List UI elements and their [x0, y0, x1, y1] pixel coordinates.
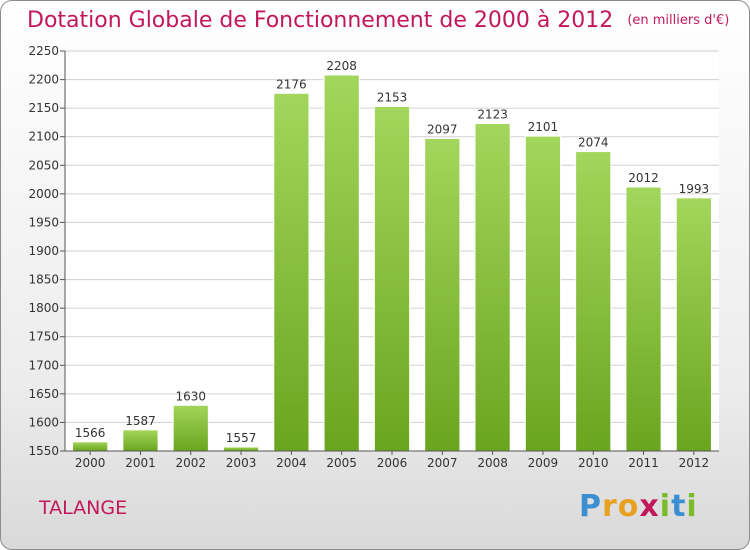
data-label-2004: 2176 — [276, 77, 307, 91]
x-tick-label-2004: 2004 — [276, 456, 307, 470]
x-tick-label-2010: 2010 — [578, 456, 609, 470]
bar-2007 — [424, 137, 461, 452]
x-tick-label-2008: 2008 — [477, 456, 508, 470]
y-tick-label: 1800 — [28, 301, 59, 315]
y-tick-label: 2150 — [28, 101, 59, 115]
logo-letter: i — [659, 489, 672, 524]
y-tick-label: 1750 — [28, 330, 59, 344]
bar-2008 — [474, 123, 511, 452]
logo-letter: P — [579, 489, 602, 524]
bar-2004 — [273, 92, 310, 452]
bar-2010 — [575, 151, 612, 452]
data-label-2009: 2101 — [528, 120, 559, 134]
y-tick-label: 1850 — [28, 273, 59, 287]
data-label-2010: 2074 — [578, 136, 609, 150]
bar-2001 — [122, 429, 159, 452]
y-tick-label: 1550 — [28, 444, 59, 458]
bar-2000 — [72, 441, 109, 452]
bar-2003 — [222, 446, 260, 452]
data-label-2003: 1557 — [226, 431, 257, 445]
title-text: Dotation Globale de Fonctionnement de 20… — [27, 8, 614, 33]
x-tick-label-2002: 2002 — [175, 456, 206, 470]
logo-letter: t — [671, 489, 687, 524]
data-label-2005: 2208 — [326, 59, 357, 73]
y-tick-label: 1600 — [28, 415, 59, 429]
data-label-2006: 2153 — [377, 90, 408, 104]
bar-2012 — [675, 197, 712, 452]
x-tick-label-2007: 2007 — [427, 456, 458, 470]
chart-title: Dotation Globale de Fonctionnement de 20… — [27, 8, 729, 33]
x-tick-label-2012: 2012 — [679, 456, 710, 470]
proxiti-logo: Proxiti — [579, 489, 698, 524]
data-label-2008: 2123 — [477, 108, 508, 122]
data-label-2011: 2012 — [628, 171, 659, 185]
x-tick-label-2003: 2003 — [226, 456, 257, 470]
bar-2009 — [524, 135, 562, 452]
bar-2006 — [373, 105, 411, 452]
logo-letter: x — [639, 489, 660, 524]
y-tick-label: 2200 — [28, 73, 59, 87]
y-tick-label: 2000 — [28, 187, 59, 201]
data-label-2001: 1587 — [125, 414, 156, 428]
logo-letter: o — [617, 489, 640, 524]
x-tick-label-2011: 2011 — [628, 456, 659, 470]
data-label-2012: 1993 — [679, 182, 710, 196]
y-tick-label: 2250 — [28, 44, 59, 58]
y-tick-label: 2050 — [28, 158, 59, 172]
y-tick-label: 1700 — [28, 358, 59, 372]
bar-2011 — [625, 186, 662, 452]
y-tick-label: 1950 — [28, 215, 59, 229]
data-label-2000: 1566 — [75, 426, 106, 440]
bar-2005 — [323, 74, 360, 452]
commune-name: TALANGE — [39, 497, 128, 519]
unit-label: (en milliers d'€) — [627, 13, 730, 28]
logo-letter: r — [602, 489, 618, 524]
bar-2002 — [172, 404, 209, 452]
data-label-2007: 2097 — [427, 122, 458, 136]
x-tick-label-2006: 2006 — [377, 456, 408, 470]
x-tick-label-2009: 2009 — [528, 456, 559, 470]
y-tick-label: 2100 — [28, 130, 59, 144]
logo-letter: i — [686, 489, 698, 524]
y-tick-label: 1650 — [28, 387, 59, 401]
x-tick-label-2000: 2000 — [75, 456, 106, 470]
y-tick-label: 1900 — [28, 244, 59, 258]
x-tick-label-2001: 2001 — [125, 456, 156, 470]
x-tick-label-2005: 2005 — [326, 456, 357, 470]
data-label-2002: 1630 — [175, 389, 206, 403]
